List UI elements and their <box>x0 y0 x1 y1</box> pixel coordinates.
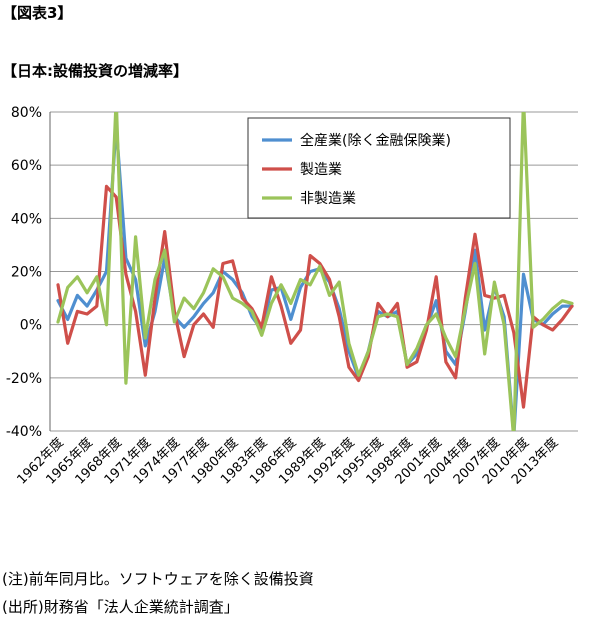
y-tick-label: -40% <box>6 424 42 440</box>
y-tick-label: 0% <box>20 318 42 334</box>
y-tick-label: -20% <box>6 371 42 387</box>
y-tick-label: 60% <box>11 158 42 174</box>
y-tick-label: 80% <box>11 105 42 121</box>
y-tick-label: 20% <box>11 265 42 281</box>
legend-label: 製造業 <box>300 162 342 178</box>
chart-title: 【日本:設備投資の増減率】 <box>2 62 188 80</box>
line-chart: -40% -20% 0% 20% 40% 60% 80% 1962年度1965年度1968年… <box>6 105 578 488</box>
legend-label: 非製造業 <box>300 191 356 207</box>
source-note: (出所)財務省「法人企業統計調査」 <box>2 598 239 616</box>
legend-label: 全産業(除く金融保険業) <box>300 132 451 149</box>
series-line <box>56 184 574 409</box>
y-tick-label: 40% <box>11 211 42 227</box>
footnote: (注)前年同月比。ソフトウェアを除く設備投資 <box>2 570 314 588</box>
y-axis-tick-labels: -40% -20% 0% 20% 40% 60% 80% <box>6 105 42 440</box>
figure-label: 【図表3】 <box>2 4 73 22</box>
series-line <box>56 112 574 431</box>
x-axis-tick-labels: 1962年度1965年度1968年度1971年度1974年度1977年度1980… <box>14 435 562 488</box>
plot-area <box>56 112 574 431</box>
